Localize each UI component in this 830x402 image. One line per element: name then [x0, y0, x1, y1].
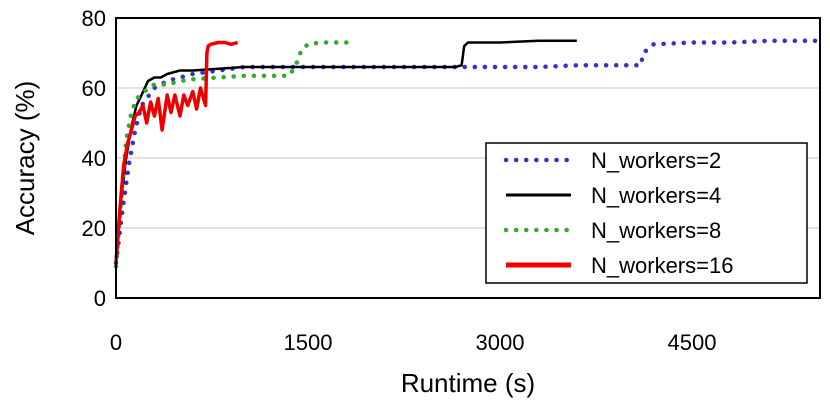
legend-label: N_workers=2	[591, 148, 721, 173]
legend: N_workers=2 N_workers=4 N_workers=8 N_worke…	[485, 142, 808, 284]
legend-label: N_workers=16	[591, 253, 733, 278]
axis-ticks: 0 20 40 60 80 0 1500 3000 4500	[82, 6, 717, 355]
legend-label: N_workers=8	[591, 218, 721, 243]
y-axis-title: Accuracy (%)	[10, 81, 40, 236]
plot-area-frame	[115, 17, 821, 299]
x-tick-label: 4500	[668, 330, 717, 355]
legend-box	[485, 142, 808, 284]
series-lines	[113, 38, 823, 269]
x-tick-label: 3000	[476, 330, 525, 355]
y-tick-label: 0	[94, 286, 106, 311]
x-tick-label: 1500	[284, 330, 333, 355]
x-tick-label: 0	[110, 330, 122, 355]
legend-label: N_workers=4	[591, 183, 721, 208]
y-tick-label: 80	[82, 6, 106, 31]
x-axis-title: Runtime (s)	[401, 368, 535, 398]
series-line-3	[113, 40, 349, 269]
series-line-2	[114, 39, 577, 264]
y-tick-label: 60	[82, 76, 106, 101]
y-tick-label: 40	[82, 146, 106, 171]
series-line-4	[114, 40, 239, 264]
y-tick-label: 20	[82, 216, 106, 241]
